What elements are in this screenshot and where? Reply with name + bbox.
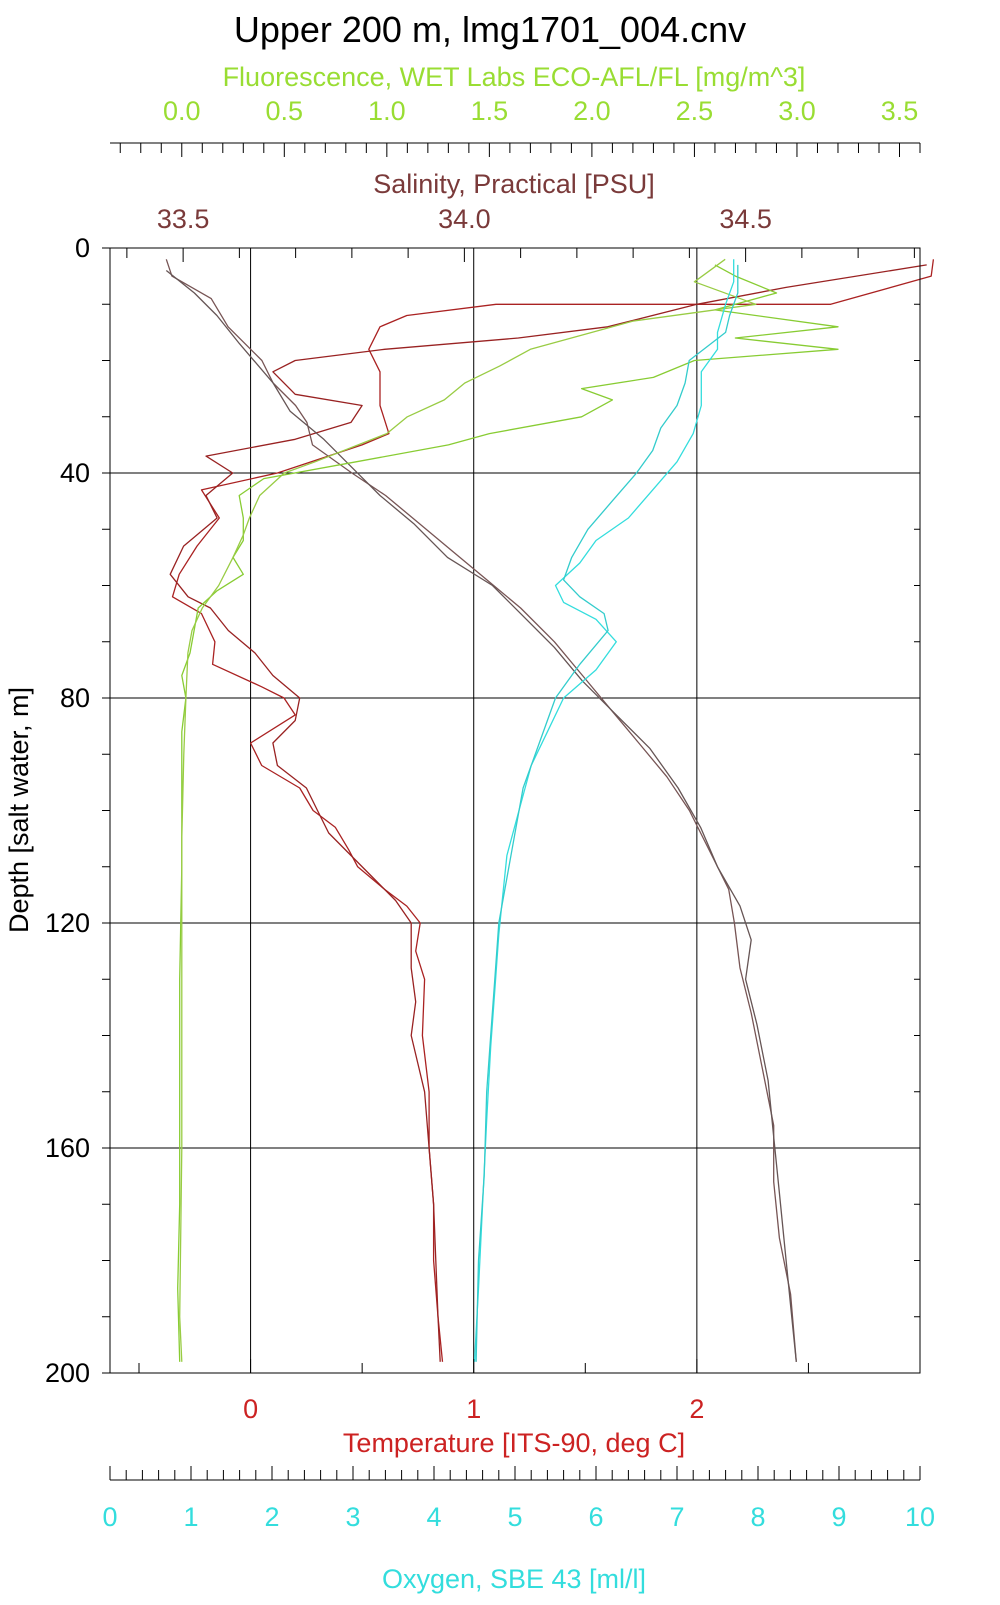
- temperature-tick-label: 2: [689, 1394, 704, 1424]
- sal_up-line: [165, 269, 797, 1362]
- temperature-tick-label: 1: [466, 1394, 481, 1424]
- depth-tick-label: 80: [60, 683, 90, 713]
- oxygen-tick-label: 8: [750, 1502, 765, 1532]
- fluorescence-tick-label: 1.5: [471, 96, 509, 126]
- fluor_up-line: [179, 258, 757, 1362]
- salinity-tick-label: 33.5: [157, 204, 210, 234]
- oxygen-tick-label: 2: [264, 1502, 279, 1532]
- depth-axis-label: Depth [salt water, m]: [4, 687, 34, 933]
- oxygen-tick-label: 4: [426, 1502, 441, 1532]
- fluorescence-tick-label: 3.0: [778, 96, 816, 126]
- depth-tick-label: 120: [45, 908, 90, 938]
- chart-title: Upper 200 m, lmg1701_004.cnv: [234, 9, 746, 50]
- oxygen-tick-label: 10: [905, 1502, 935, 1532]
- oxygen-tick-label: 1: [183, 1502, 198, 1532]
- oxygen-tick-label: 6: [588, 1502, 603, 1532]
- salinity-axis-label: Salinity, Practical [PSU]: [373, 169, 655, 199]
- fluorescence-tick-label: 1.0: [368, 96, 406, 126]
- temp_down-line: [171, 259, 935, 1362]
- fluorescence-tick-label: 3.5: [881, 96, 919, 126]
- salinity-tick-label: 34.5: [719, 204, 772, 234]
- fluorescence-tick-label: 2.5: [676, 96, 714, 126]
- temperature-axis-label: Temperature [ITS-90, deg C]: [343, 1428, 685, 1458]
- grid-layer: [110, 248, 920, 1373]
- depth-tick-label: 40: [60, 458, 90, 488]
- oxy_down-line: [473, 259, 735, 1362]
- salinity-tick-label: 34.0: [438, 204, 491, 234]
- fluor_down-line: [177, 264, 839, 1362]
- oxygen-tick-label: 0: [102, 1502, 117, 1532]
- sal_down-line: [165, 259, 797, 1362]
- temperature-tick-label: 0: [243, 1394, 258, 1424]
- oxygen-tick-label: 9: [831, 1502, 846, 1532]
- series-layer: [165, 258, 935, 1362]
- oxygen-axis-label: Oxygen, SBE 43 [ml/l]: [382, 1564, 646, 1594]
- temp_up-line: [169, 264, 927, 1362]
- oxygen-tick-label: 7: [669, 1502, 684, 1532]
- oxygen-tick-label: 3: [345, 1502, 360, 1532]
- oxygen-tick-label: 5: [507, 1502, 522, 1532]
- depth-tick-label: 200: [45, 1358, 90, 1388]
- depth-tick-label: 160: [45, 1133, 90, 1163]
- oxy_up-line: [475, 264, 739, 1362]
- fluorescence-axis-label: Fluorescence, WET Labs ECO-AFL/FL [mg/m^…: [223, 62, 806, 92]
- fluorescence-tick-label: 0.5: [266, 96, 304, 126]
- fluorescence-tick-label: 0.0: [163, 96, 201, 126]
- depth-tick-label: 0: [75, 233, 90, 263]
- fluorescence-tick-label: 2.0: [573, 96, 611, 126]
